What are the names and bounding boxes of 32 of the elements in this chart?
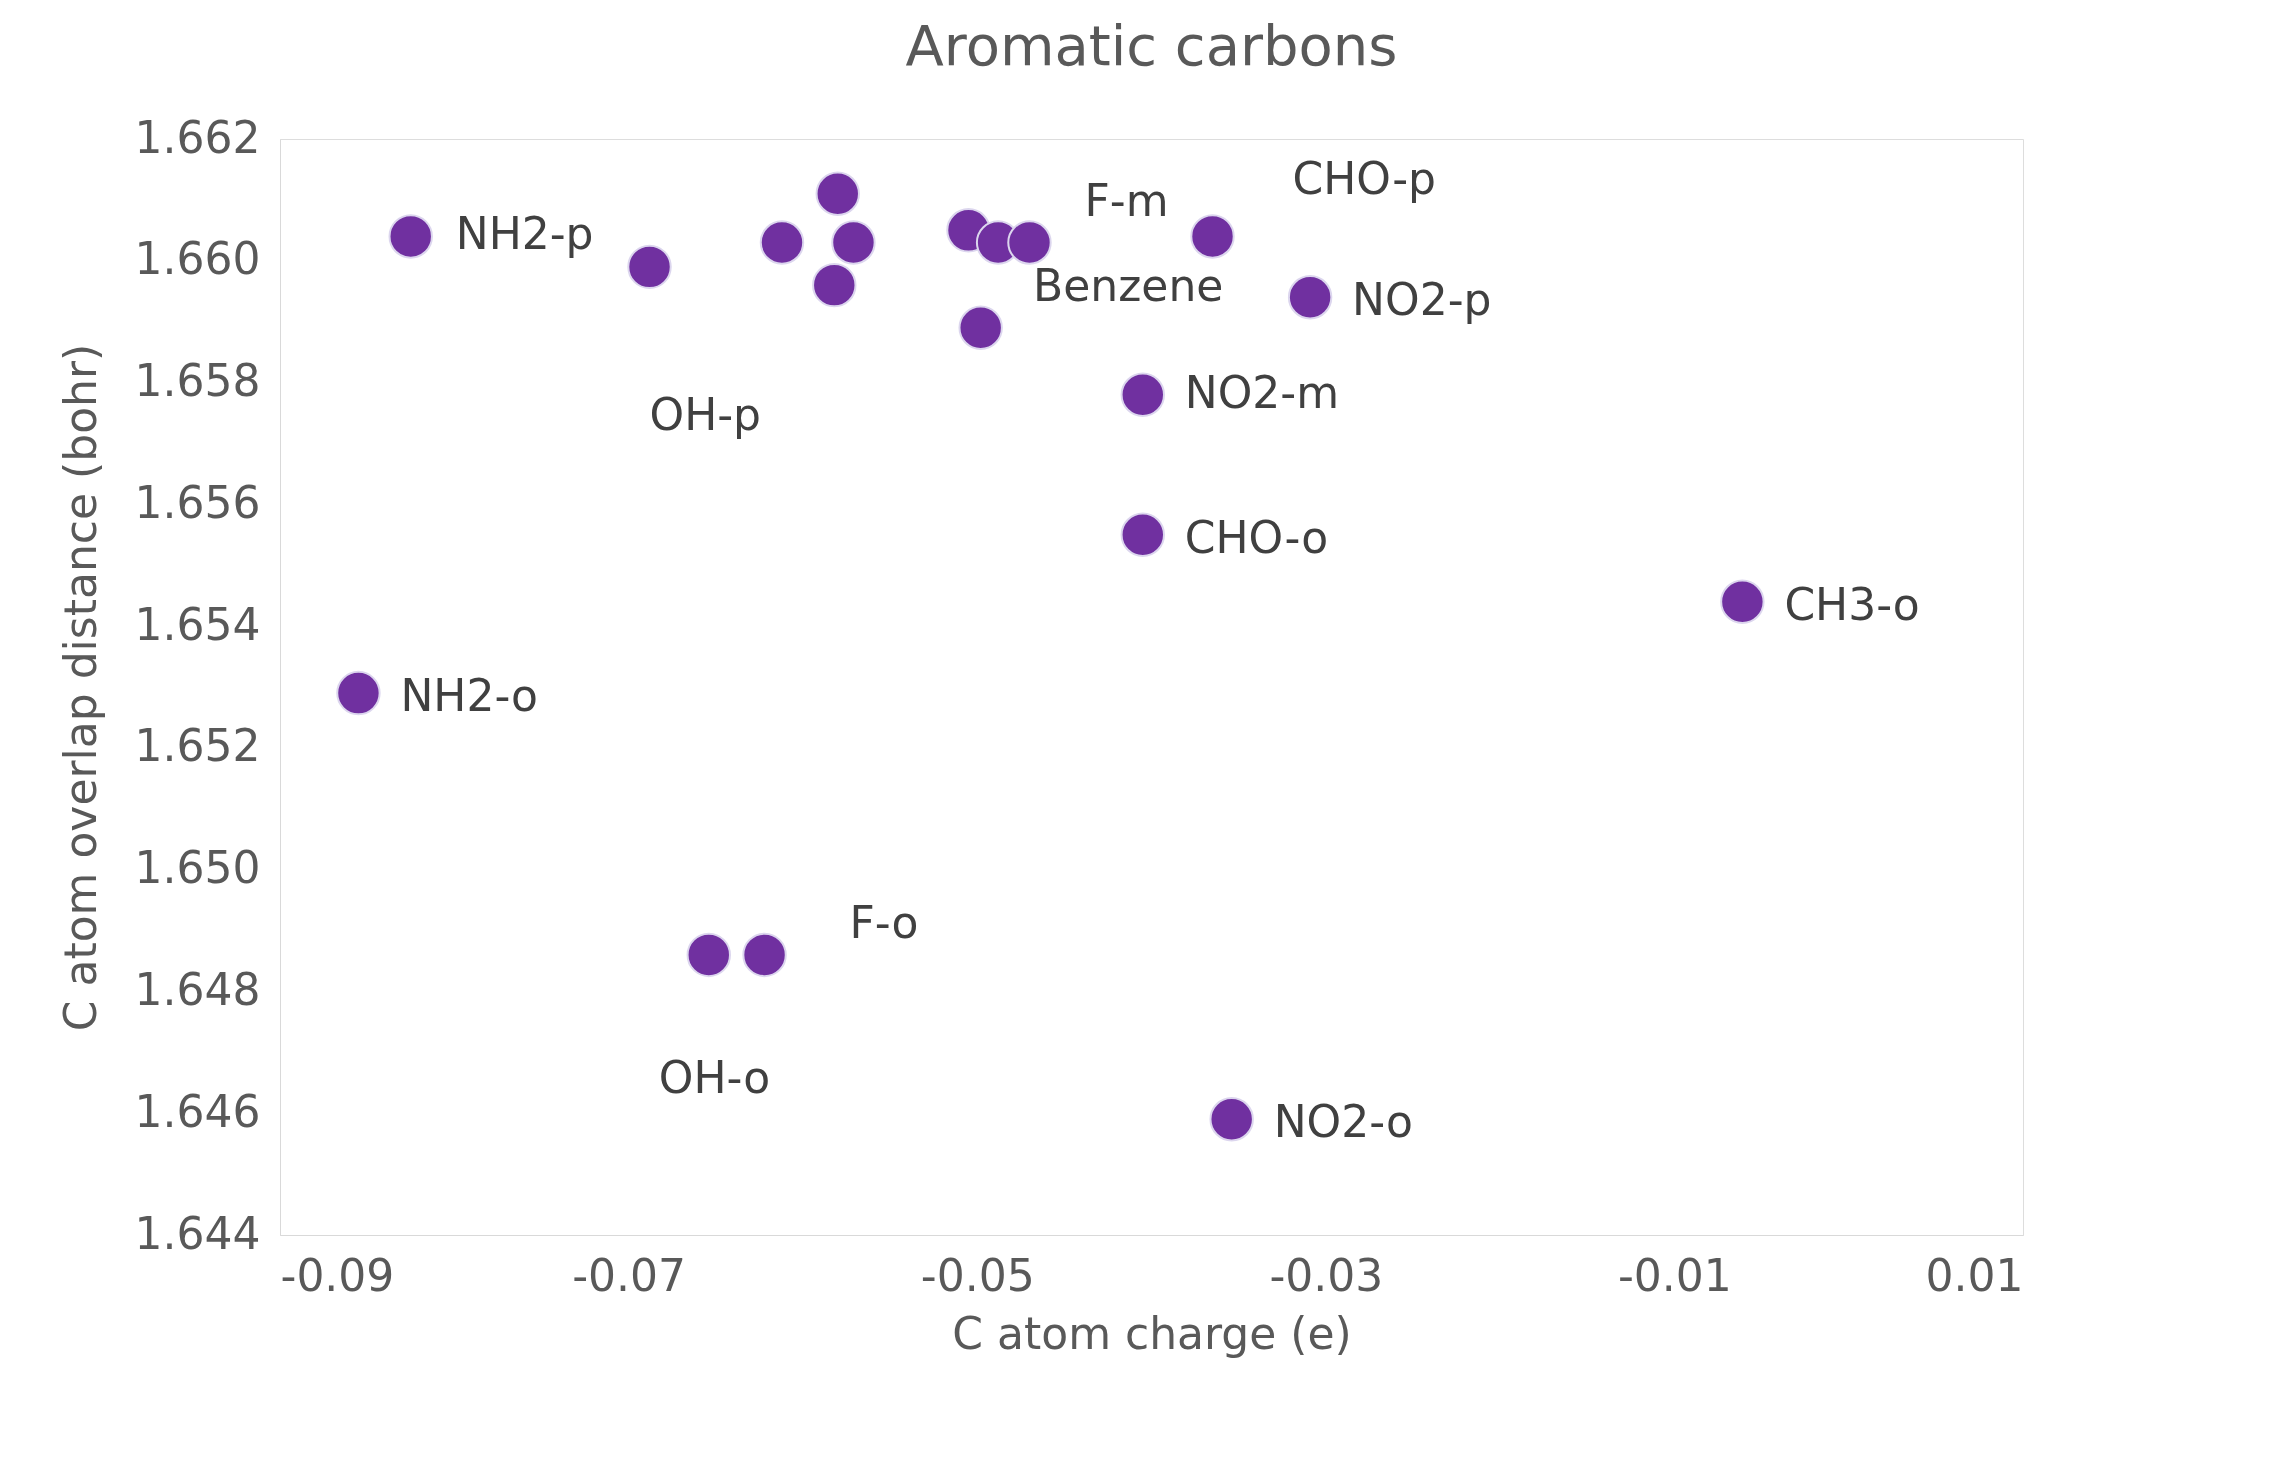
y-tick-label: 1.652 [134, 720, 261, 772]
annotation: CH3-o [1784, 578, 1920, 630]
annotation: NO2-o [1273, 1096, 1413, 1148]
y-tick-label: 1.658 [134, 355, 261, 407]
y-tick-label: 1.646 [134, 1085, 261, 1137]
x-tick-label: -0.05 [920, 1249, 1035, 1301]
y-tick-label: 1.656 [134, 476, 261, 528]
annotation: F-m [1084, 174, 1169, 226]
y-tick-label: 1.654 [134, 598, 261, 650]
annotation: NO2-p [1352, 274, 1492, 326]
x-tick-label: -0.03 [1269, 1249, 1384, 1301]
annotation: OH-o [658, 1051, 771, 1103]
y-tick-label: 1.648 [134, 963, 261, 1015]
y-tick-label: 1.660 [134, 233, 261, 285]
x-axis-title: C atom charge (e) [952, 1307, 1352, 1359]
chart-title: Aromatic carbons [905, 13, 1398, 78]
x-tick-label: -0.09 [280, 1249, 395, 1301]
x-tick-label: -0.01 [1617, 1249, 1732, 1301]
annotation: NH2-p [455, 208, 594, 260]
annotation: CHO-p [1292, 153, 1436, 205]
y-axis-title: C atom overlap distance (bohr) [54, 343, 106, 1032]
x-tick-label: -0.07 [572, 1249, 687, 1301]
annotation: F-o [849, 896, 919, 948]
x-tick-label: 0.01 [1925, 1249, 2024, 1301]
y-tick-label: 1.644 [134, 1207, 261, 1259]
y-tick-label: 1.650 [134, 842, 261, 894]
annotation: CHO-o [1184, 511, 1329, 563]
annotation: OH-p [649, 388, 762, 440]
annotation: NH2-o [400, 670, 539, 722]
annotation: Benzene [1033, 259, 1224, 311]
y-tick-label: 1.662 [134, 111, 261, 163]
annotation: NO2-m [1184, 366, 1340, 418]
